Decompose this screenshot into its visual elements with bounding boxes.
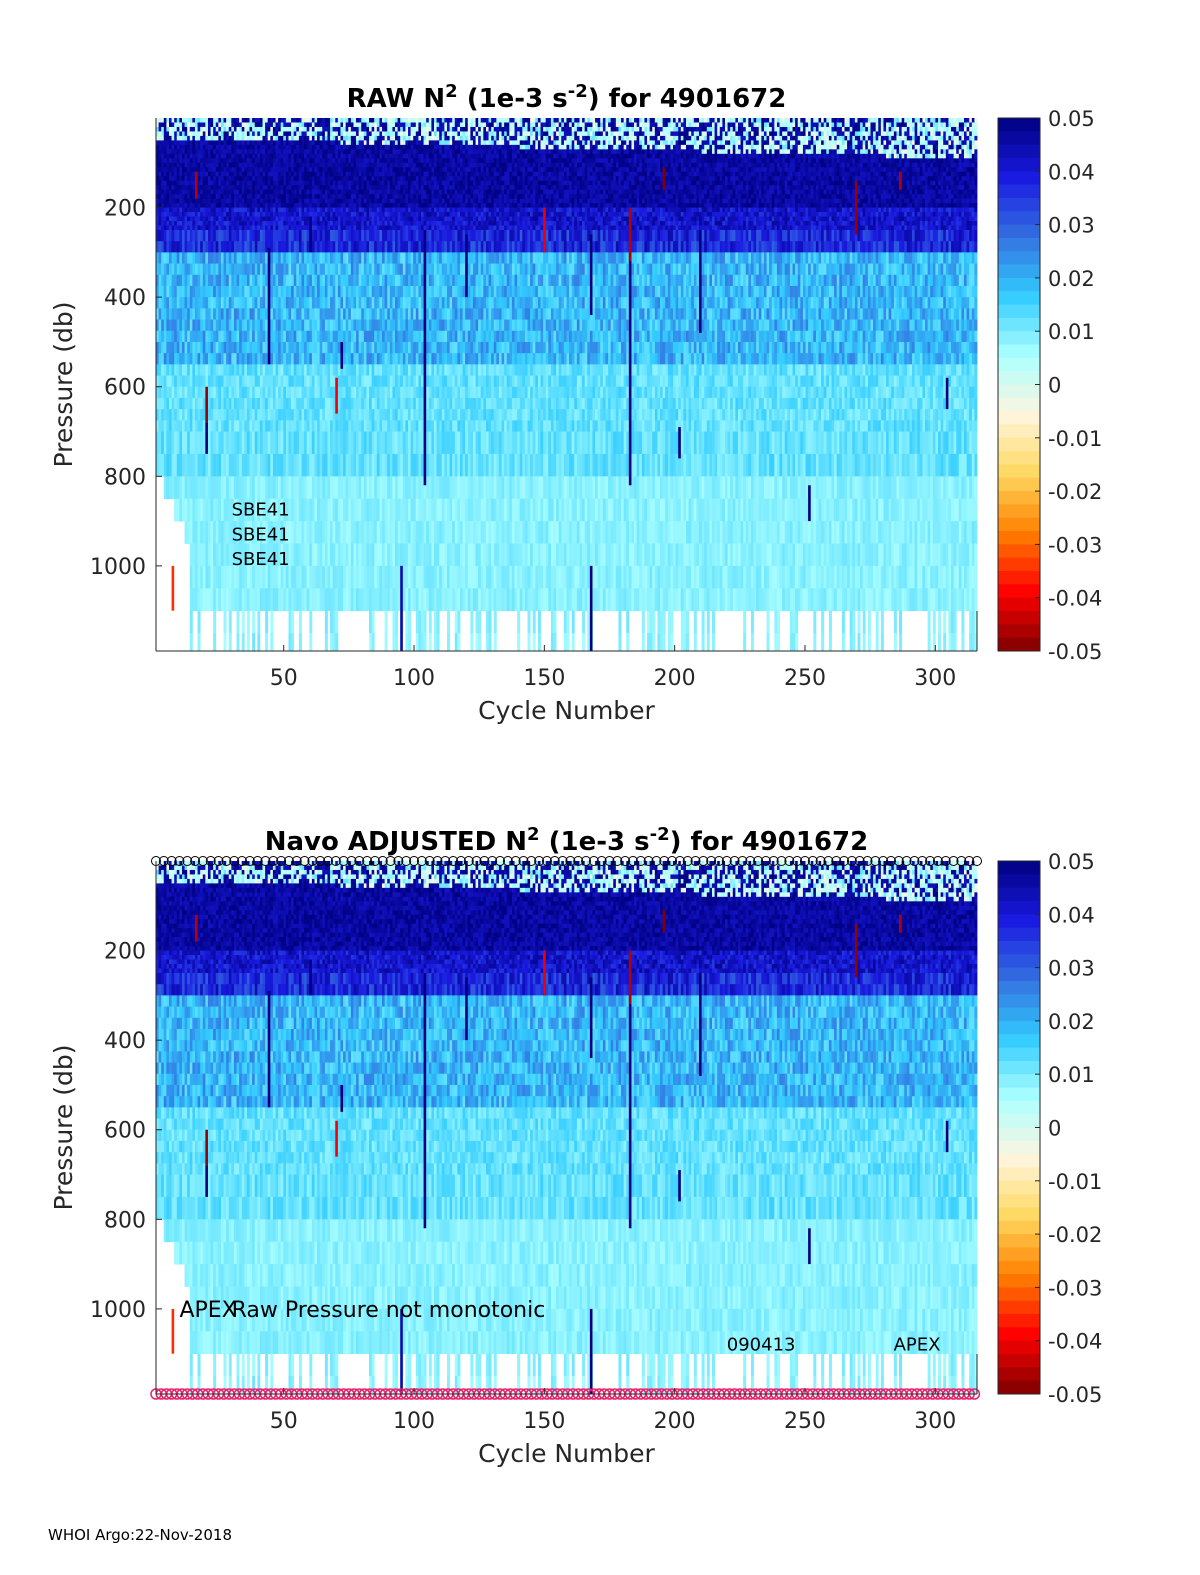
colorbar-tick-label: -0.03 <box>1048 1276 1102 1300</box>
x-tick-label: 300 <box>914 1409 956 1434</box>
annotation-label: 090413 <box>727 1334 796 1355</box>
annotation-label: SBE41 <box>232 549 290 570</box>
x-tick-label: 250 <box>784 666 826 691</box>
colorbar-tick-label: -0.04 <box>1048 1330 1102 1354</box>
x-axis-label: Cycle Number <box>478 1439 655 1468</box>
annotation-label: SBE41 <box>232 500 290 521</box>
y-tick-label: 1000 <box>90 1298 146 1323</box>
colorbar-tick-label: 0 <box>1048 374 1061 398</box>
colorbar: 0.05 0.04 0.03 0.02 0.01 0 -0.01 -0.02 -0.03 -0.0… <box>998 850 1102 1407</box>
colorbar-tick-label: -0.01 <box>1048 427 1102 451</box>
y-tick-label: 200 <box>104 940 146 965</box>
colorbar-tick-label: -0.01 <box>1048 1170 1102 1194</box>
annotation-label: SBE41 <box>232 524 290 545</box>
chart-title: RAW N2 (1e-3 s-2) for 4901672 <box>347 81 787 115</box>
colorbar-tick-label: 0.01 <box>1048 320 1095 344</box>
x-tick-label: 300 <box>914 666 956 691</box>
chart-title: Navo ADJUSTED N2 (1e-3 s-2) for 4901672 <box>265 824 869 858</box>
y-tick-label: 800 <box>104 1208 146 1233</box>
footer-label: WHOI Argo:22-Nov-2018 <box>48 1526 232 1544</box>
x-tick-label: 150 <box>523 1409 565 1434</box>
y-tick-label: 600 <box>104 376 146 401</box>
colorbar-tick-label: -0.02 <box>1048 1223 1102 1247</box>
colorbar-tick-label: 0.04 <box>1048 903 1095 927</box>
colorbar-tick-label: 0.03 <box>1048 957 1095 981</box>
x-axis-label: Cycle Number <box>478 696 655 725</box>
y-tick-label: 1000 <box>90 555 146 580</box>
x-tick-label: 50 <box>270 666 298 691</box>
annotation-label: Raw Pressure not monotonic <box>232 1298 546 1323</box>
chart-panel-1: 50 100 150 200 250 300 200 400 600 800 1000 Cycle N… <box>49 81 1102 726</box>
colorbar-tick-label: -0.04 <box>1048 587 1102 611</box>
colorbar-tick-label: 0.03 <box>1048 214 1095 238</box>
y-tick-label: 400 <box>104 1029 146 1054</box>
x-tick-label: 200 <box>654 1409 696 1434</box>
y-axis-label: Pressure (db) <box>49 302 78 468</box>
heatmap-cells <box>156 118 977 651</box>
colorbar-tick-label: -0.02 <box>1048 480 1102 504</box>
y-tick-label: 600 <box>104 1119 146 1144</box>
colorbar: 0.05 0.04 0.03 0.02 0.01 0 -0.01 -0.02 -0.03 -0.0… <box>998 107 1102 664</box>
colorbar-tick-label: 0.04 <box>1048 160 1095 184</box>
x-tick-label: 250 <box>784 1409 826 1434</box>
colorbar-tick-label: 0.05 <box>1048 107 1095 131</box>
colorbar-tick-label: 0 <box>1048 1117 1061 1141</box>
colorbar-tick-label: -0.03 <box>1048 533 1102 557</box>
y-axis-label: Pressure (db) <box>49 1045 78 1211</box>
y-tick-label: 200 <box>104 197 146 222</box>
colorbar-tick-label: -0.05 <box>1048 640 1102 664</box>
x-tick-label: 50 <box>270 1409 298 1434</box>
colorbar-tick-label: 0.02 <box>1048 1010 1095 1034</box>
x-tick-label: 100 <box>393 1409 435 1434</box>
x-tick-label: 100 <box>393 666 435 691</box>
colorbar-tick-label: -0.05 <box>1048 1383 1102 1407</box>
annotation-label: APEX <box>894 1334 941 1355</box>
x-tick-label: 200 <box>654 666 696 691</box>
colorbar-tick-label: 0.01 <box>1048 1063 1095 1087</box>
colorbar-tick-label: 0.05 <box>1048 850 1095 874</box>
y-tick-label: 400 <box>104 286 146 311</box>
chart-panel-2: 50 100 150 200 250 300 200 400 600 800 1000 Cycle N… <box>49 824 1102 1469</box>
colorbar-tick-label: 0.02 <box>1048 267 1095 291</box>
x-tick-label: 150 <box>523 666 565 691</box>
annotation-label: APEX <box>179 1298 236 1323</box>
y-tick-label: 800 <box>104 465 146 490</box>
